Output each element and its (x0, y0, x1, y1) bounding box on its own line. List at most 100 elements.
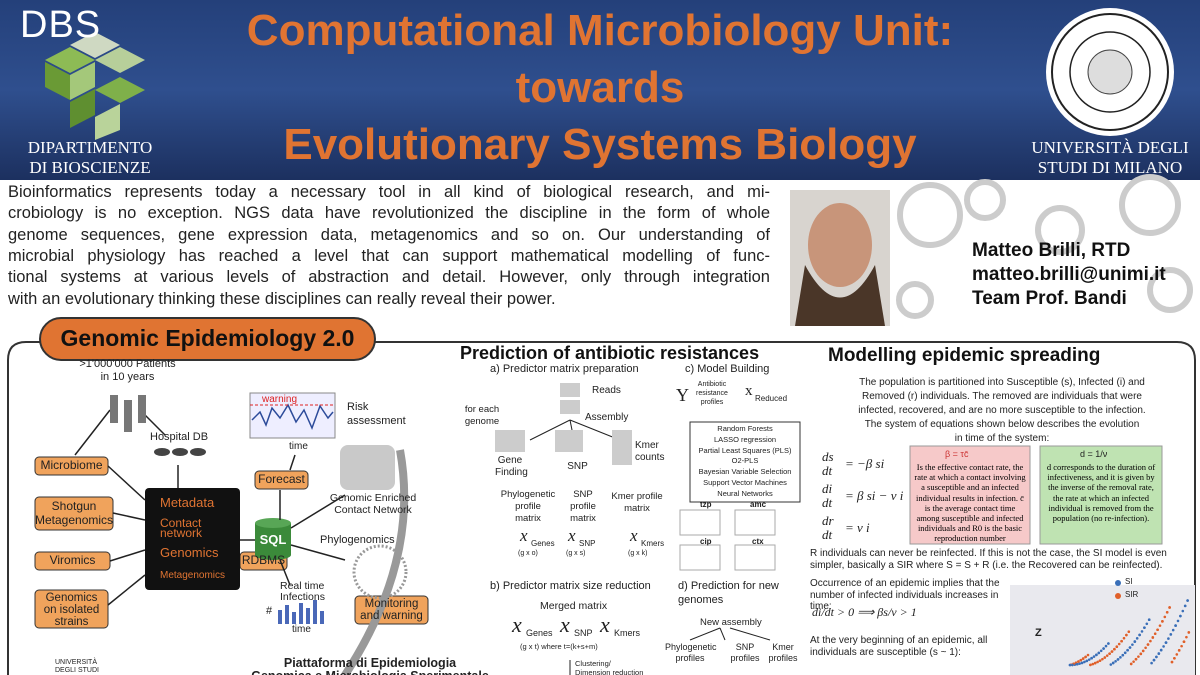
shape (70, 32, 120, 58)
scatter-dot (1077, 660, 1080, 663)
scatter-dot (1107, 642, 1110, 645)
scatter-dot (1133, 640, 1137, 643)
shape (292, 612, 296, 624)
scatter-dot (1103, 656, 1107, 659)
text: Monitoring (364, 598, 419, 610)
text: dt (822, 463, 833, 478)
scatter-dot (1156, 628, 1159, 632)
shape (34, 589, 109, 629)
text: tzp (700, 500, 712, 509)
scatter-dot (1109, 663, 1113, 666)
scatter-dot (1092, 655, 1096, 658)
text: Kmer (635, 440, 659, 451)
scatter-dot (1164, 641, 1168, 644)
paragraph: Occurrence of an epidemic implies that t… (810, 578, 1000, 612)
source-label: strains (54, 616, 89, 628)
db-item: network (160, 526, 203, 540)
scatter-dot (1143, 626, 1146, 629)
shape (719, 627, 726, 641)
scatter-dot (1102, 647, 1105, 650)
shape (495, 430, 525, 452)
scatter-dot (1116, 658, 1120, 661)
shape (734, 544, 776, 571)
scatter-dot (1155, 655, 1158, 659)
text: = −β si (845, 456, 885, 471)
scatter-dot (1081, 657, 1085, 660)
shape (679, 509, 721, 536)
shape (110, 395, 118, 423)
text: Z (1035, 627, 1042, 639)
phylo-tree (352, 544, 408, 600)
scatter-dot (1119, 656, 1122, 659)
title: towards (515, 63, 685, 112)
text: Genes (526, 628, 553, 638)
text: profile (570, 501, 596, 512)
text: a) Predictor matrix preparation (490, 363, 639, 375)
scatter-dot (1151, 636, 1155, 639)
shape (124, 400, 132, 432)
scatter-dot (1090, 656, 1093, 660)
panel-title: Modelling epidemic spreading (828, 345, 1101, 366)
text: Kmer (772, 642, 794, 652)
intro-line: with an evolutionary thinking these disc… (8, 289, 556, 308)
shape (285, 605, 289, 624)
shape (1119, 174, 1181, 236)
scatter-dot (1161, 620, 1164, 623)
scatter-dot (1177, 649, 1181, 652)
intro-line: Bioinformatics represents today a necess… (8, 183, 770, 201)
shape (313, 600, 317, 624)
scatter-dot (1071, 663, 1074, 667)
shape (255, 550, 291, 560)
scatter-dot (1181, 609, 1185, 613)
text: x (568, 526, 576, 545)
text: Forecast (258, 472, 305, 486)
text: Risk (347, 401, 369, 413)
scatter-dot (1068, 663, 1072, 667)
shape (278, 610, 282, 624)
paragraph: infected, recovered, and are no more sus… (858, 405, 1146, 416)
text: profile (515, 501, 541, 512)
db-item: Metadata (160, 495, 215, 510)
scatter-dot (1187, 631, 1191, 634)
text: profiles (768, 653, 798, 663)
scatter-dot (1085, 659, 1089, 663)
method-item: LASSO regression (713, 434, 777, 444)
intro-line: genome sequences, gene expression data, … (8, 225, 770, 244)
scatter-dot (1075, 662, 1079, 666)
scatter-dot (1138, 633, 1141, 637)
shape (689, 627, 721, 641)
scatter-dot (1134, 657, 1138, 661)
source-label: Viromics (49, 553, 96, 567)
scatter-dot (1137, 655, 1140, 658)
shape (1069, 31, 1151, 113)
scatter-dot (1167, 637, 1170, 640)
panel-frame (7, 341, 1196, 675)
text: Genes (531, 539, 555, 548)
sql-cylinder (255, 518, 291, 560)
arrows (74, 409, 346, 606)
scatter-dot (1152, 658, 1156, 662)
shape (190, 448, 206, 456)
scatter-dot (1179, 614, 1182, 618)
shape (45, 47, 95, 73)
text: profiles (700, 399, 724, 406)
text: >1'000'000 Patients (79, 358, 176, 370)
scatter-dot (1146, 643, 1150, 646)
scatter-dot (1141, 649, 1145, 653)
methods-box (689, 421, 801, 503)
text: dt (822, 495, 833, 510)
text: time (292, 624, 311, 635)
text: x (520, 526, 528, 545)
text: ctx (752, 537, 764, 546)
text: counts (635, 452, 665, 463)
scatter-dot (1139, 652, 1143, 656)
logo-text: DBS (20, 4, 102, 46)
text: Assembly (585, 412, 629, 423)
shape (896, 281, 934, 319)
text: SNP (567, 461, 588, 472)
intro-line: tional systems at various levels of abst… (8, 268, 770, 287)
text: Y (676, 385, 689, 405)
text: dr (822, 513, 834, 528)
scatter-dot (1097, 651, 1101, 655)
